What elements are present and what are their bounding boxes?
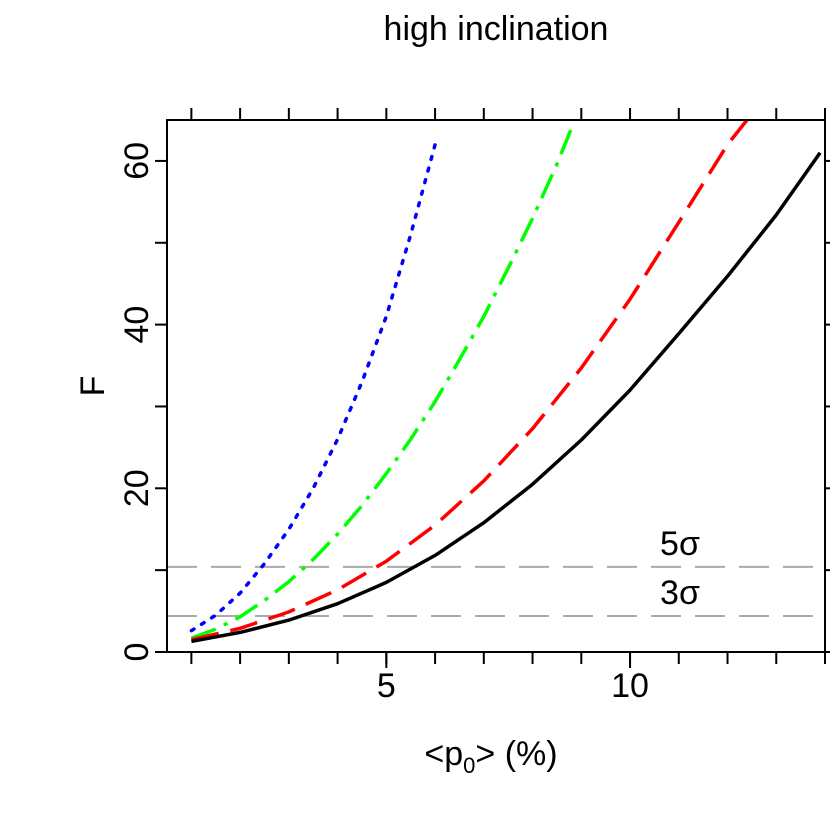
y-tick-label: 0 (118, 643, 156, 662)
y-axis-ticks: 0 20 40 60 (118, 142, 830, 661)
y-axis-title: F (74, 376, 112, 397)
sigma-label-3: 3σ (660, 574, 700, 612)
series-line-dashed (191, 120, 749, 642)
series-layer (189, 120, 822, 644)
y-tick-label: 40 (118, 306, 156, 344)
x-tick-label: 5 (377, 667, 396, 705)
x-axis-title-subscript: 0 (463, 753, 475, 778)
series-line-solid (191, 151, 822, 644)
series-line-dotted (189, 142, 437, 633)
x-tick-label: 10 (611, 667, 649, 705)
chart-title: high inclination (384, 10, 609, 48)
plot-frame (166, 119, 826, 653)
series-line-dotdash (190, 127, 574, 640)
y-tick-label: 20 (118, 469, 156, 507)
x-axis-ticks: 5 10 (190, 108, 826, 705)
sigma-label-5: 5σ (660, 525, 700, 563)
x-axis-title: <p0> (%) (424, 735, 557, 778)
y-tick-label: 60 (118, 142, 156, 180)
